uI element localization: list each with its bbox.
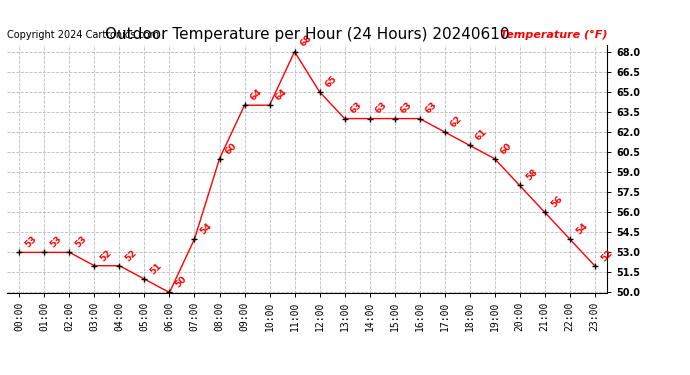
Text: Temperature (°F): Temperature (°F) — [500, 30, 607, 40]
Text: 63: 63 — [374, 100, 389, 116]
Text: 53: 53 — [48, 234, 63, 250]
Text: Copyright 2024 Cartronics.com: Copyright 2024 Cartronics.com — [7, 30, 159, 40]
Text: 54: 54 — [199, 221, 214, 236]
Title: Outdoor Temperature per Hour (24 Hours) 20240610: Outdoor Temperature per Hour (24 Hours) … — [105, 27, 509, 42]
Text: 52: 52 — [599, 248, 614, 263]
Text: 63: 63 — [348, 100, 364, 116]
Text: 53: 53 — [74, 234, 89, 250]
Text: 54: 54 — [574, 221, 589, 236]
Text: 64: 64 — [274, 87, 289, 102]
Text: 65: 65 — [324, 74, 339, 89]
Text: 68: 68 — [299, 34, 314, 49]
Text: 50: 50 — [174, 274, 189, 290]
Text: 61: 61 — [474, 128, 489, 142]
Text: 52: 52 — [124, 248, 139, 263]
Text: 60: 60 — [224, 141, 239, 156]
Text: 60: 60 — [499, 141, 514, 156]
Text: 56: 56 — [549, 194, 564, 210]
Text: 64: 64 — [248, 87, 264, 102]
Text: 63: 63 — [399, 100, 414, 116]
Text: 53: 53 — [23, 234, 39, 250]
Text: 51: 51 — [148, 261, 164, 276]
Text: 63: 63 — [424, 100, 439, 116]
Text: 62: 62 — [448, 114, 464, 129]
Text: 58: 58 — [524, 168, 539, 183]
Text: 52: 52 — [99, 248, 114, 263]
